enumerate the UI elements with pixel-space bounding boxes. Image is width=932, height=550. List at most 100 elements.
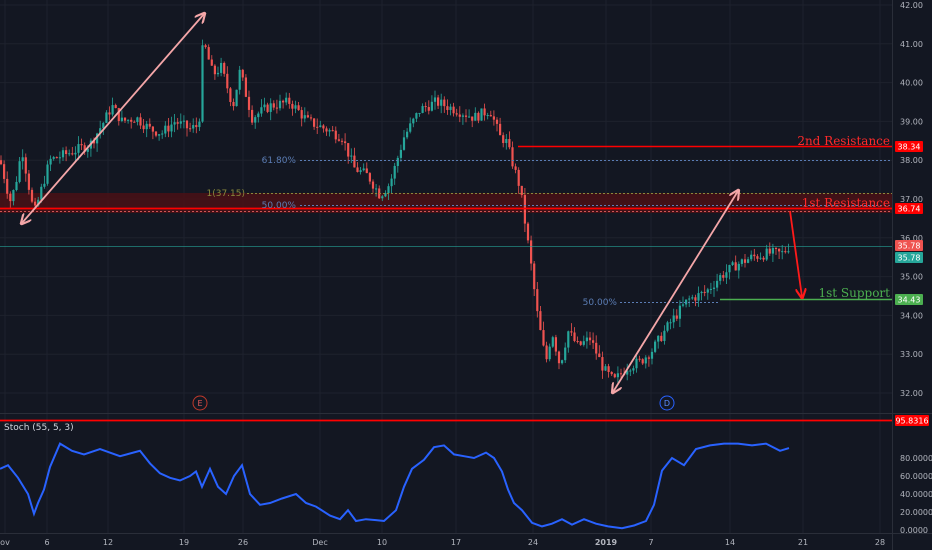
candle-body: [158, 134, 161, 136]
candle-body: [34, 201, 37, 206]
candle-body: [449, 106, 452, 111]
candle-body: [331, 130, 334, 132]
price-tag-s1-text: 34.43: [898, 296, 921, 305]
time-tick-label: 17: [451, 538, 461, 547]
candle-body: [585, 337, 588, 342]
candle-body: [365, 168, 368, 174]
candle-body: [548, 346, 551, 360]
stoch-line: [0, 442, 790, 530]
candle-body: [269, 103, 272, 112]
candle-body: [12, 189, 15, 202]
stoch-axis[interactable]: 80.0000 60.0000 40.0000 20.0000 0.0000: [900, 454, 932, 535]
candle-body: [681, 304, 685, 306]
candle-body: [319, 125, 322, 128]
candle-body: [750, 254, 753, 260]
candle-body: [495, 119, 499, 124]
candle-body: [557, 351, 561, 364]
candle-body: [334, 130, 337, 140]
candle-body: [610, 371, 613, 375]
time-tick-label: 26: [238, 538, 248, 547]
candle-body: [440, 99, 443, 106]
event-e-marker[interactable]: [192, 395, 208, 411]
candle-body: [309, 117, 313, 119]
candle-body: [452, 106, 455, 114]
candle-body: [241, 69, 244, 78]
candle-body: [446, 106, 449, 111]
candle-body: [161, 133, 164, 135]
candle-body: [641, 359, 644, 364]
candle-body: [74, 152, 77, 155]
candle-body: [759, 257, 762, 259]
event-d-marker[interactable]: [659, 395, 675, 411]
candle-body: [657, 335, 660, 342]
candle-body: [164, 125, 167, 134]
event-e-label: E: [197, 399, 202, 408]
candle-body: [350, 155, 353, 157]
candle-body: [477, 112, 480, 121]
price-tag-r1: 36.74: [895, 203, 923, 214]
time-tick-label: 28: [875, 538, 885, 547]
candle-body: [561, 360, 564, 364]
price-tag-last-red: 35.78: [895, 240, 923, 251]
candle-body: [285, 97, 288, 103]
candle-body: [114, 105, 117, 109]
candle-body: [734, 262, 737, 271]
candle-body: [666, 322, 669, 331]
candle-body: [781, 251, 784, 253]
candle-body: [15, 181, 18, 190]
price-tick-label: 32.00: [900, 389, 923, 398]
candle-body: [368, 173, 371, 182]
candle-body: [412, 118, 415, 124]
candle-body: [536, 289, 539, 312]
support-1-label: 1st Support: [818, 286, 890, 300]
candle-body: [313, 118, 316, 127]
candle-body: [340, 140, 344, 142]
candle-body: [71, 153, 74, 155]
time-tick-label: 24: [528, 538, 538, 547]
price-tag-r1-text: 36.74: [898, 205, 921, 214]
candle-body: [762, 257, 765, 260]
candle-body: [21, 157, 24, 162]
time-tick-label: 14: [725, 538, 735, 547]
candle-body: [139, 117, 142, 126]
candle-body: [9, 193, 12, 202]
candle-body: [6, 178, 9, 194]
candle-body: [688, 298, 691, 300]
candle-body: [517, 169, 520, 186]
candle-body: [461, 115, 464, 117]
candle-body: [251, 109, 254, 123]
candle-body: [415, 113, 418, 119]
time-tick-label: 10: [377, 538, 387, 547]
candle-body: [353, 155, 356, 168]
candle-body: [573, 332, 576, 341]
candle-body: [381, 196, 384, 199]
candle-body: [533, 263, 536, 290]
candle-body: [176, 122, 179, 124]
candle-body: [297, 105, 300, 111]
candle-body: [384, 193, 387, 197]
candle-body: [207, 47, 210, 60]
candle-body: [455, 113, 458, 115]
time-tick-label: Dec: [312, 538, 327, 547]
candle-body: [220, 62, 223, 73]
candle-body: [371, 181, 375, 189]
candle-body: [650, 351, 654, 359]
candle-body: [492, 116, 495, 120]
resistance-zone: [0, 193, 892, 213]
candle-body: [148, 123, 151, 127]
trend-arrow-up-2: [613, 191, 738, 392]
candle-body: [46, 164, 49, 184]
candle-body: [40, 186, 43, 200]
time-tick-label: 2019: [595, 538, 618, 547]
time-axis[interactable]: ov 6 12 19 26 Dec 10 17 24 2019 7 14 21 28: [0, 538, 885, 547]
indicator-label[interactable]: Stoch (55, 5, 3): [4, 423, 74, 433]
candle-body: [316, 126, 319, 128]
candle-body: [511, 147, 514, 167]
time-tick-label: 21: [798, 538, 808, 547]
price-axis[interactable]: 42.00 41.00 40.00 39.00 38.00 37.00 36.00 35.00…: [900, 1, 923, 398]
candle-body: [576, 340, 579, 342]
candle-body: [244, 77, 247, 97]
candle-body: [337, 139, 340, 141]
candle-body: [756, 256, 759, 259]
